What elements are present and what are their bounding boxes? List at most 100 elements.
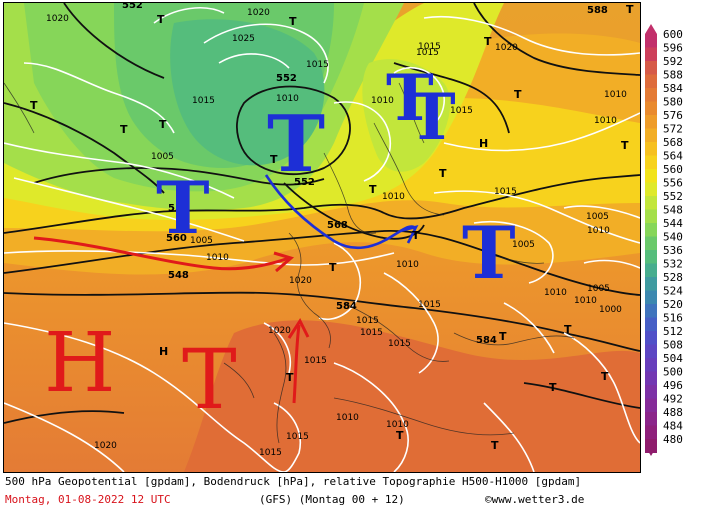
low-marker: T — [601, 370, 609, 383]
legend-label: 496 — [663, 379, 683, 392]
legend-label: 576 — [663, 109, 683, 122]
pressure-label: 1020 — [46, 14, 69, 24]
legend-label: 520 — [663, 298, 683, 311]
geo-label: 552 — [168, 203, 189, 214]
annotation-low-atlantic: T — [156, 165, 210, 250]
coastlines — [4, 82, 575, 444]
low-marker: T — [159, 118, 167, 131]
legend-label: 504 — [663, 352, 683, 365]
annotation-low-east-europe: T — [462, 210, 516, 295]
legend-label: 484 — [663, 420, 683, 433]
pressure-label: 1020 — [94, 441, 117, 451]
pressure-label: 1010 — [587, 226, 610, 236]
legend-swatch — [645, 263, 657, 278]
legend-swatch — [645, 344, 657, 359]
legend-swatch — [645, 128, 657, 143]
geopotential-labels: 552 552 552 568 584 584 588 552 560 548 — [122, 3, 608, 346]
low-marker: T — [514, 88, 522, 101]
legend-label: 580 — [663, 96, 683, 109]
pressure-label: 1010 — [382, 192, 405, 202]
legend-label: 564 — [663, 150, 683, 163]
legend-label: 512 — [663, 325, 683, 338]
pressure-label: 1015 — [192, 96, 215, 106]
low-marker: T — [289, 15, 297, 28]
pressure-labels: 1020 1020 1025 1015 1015 1015 1010 1010 … — [46, 8, 627, 458]
legend-label: 492 — [663, 393, 683, 406]
legend-swatch — [645, 155, 657, 170]
legend-label: 544 — [663, 217, 683, 230]
legend-swatch — [645, 304, 657, 318]
pressure-label: 1015 — [286, 432, 309, 442]
legend-swatch — [645, 209, 657, 224]
pressure-label: 1015 — [416, 48, 439, 58]
caption-copyright: ©www.wetter3.de — [485, 493, 585, 506]
pressure-label: 1005 — [586, 212, 609, 222]
legend-swatch — [645, 47, 657, 62]
legend-swatch — [645, 115, 657, 129]
pressure-label: 1015 — [418, 42, 441, 52]
low-marker: T — [120, 123, 128, 136]
legend-swatch — [645, 250, 657, 264]
legend-swatch — [645, 331, 657, 345]
zone-east-green — [362, 59, 451, 172]
legend-swatch — [645, 398, 657, 413]
pressure-label: 1000 — [599, 305, 622, 315]
low-marker: T — [270, 153, 278, 166]
pressure-label: 1010 — [336, 413, 359, 423]
low-marker: T — [491, 439, 499, 452]
pressure-label: 1015 — [388, 339, 411, 349]
pressure-label: 1020 — [247, 8, 270, 18]
pressure-label: 1020 — [268, 326, 291, 336]
high-markers: H H — [159, 137, 488, 358]
legend-label: 600 — [663, 28, 683, 41]
pressure-label: 1025 — [232, 34, 255, 44]
zone-532 — [170, 19, 325, 166]
geo-label: 548 — [168, 270, 189, 281]
legend-label: 540 — [663, 231, 683, 244]
caption-info-row: Montag, 01-08-2022 12 UTC (GFS) (Montag … — [5, 493, 637, 506]
legend-swatch — [645, 196, 657, 210]
pressure-label: 1010 — [574, 296, 597, 306]
geo-label: 584 — [476, 335, 497, 346]
pressure-label: 1015 — [494, 187, 517, 197]
geopotential-contours — [4, 3, 640, 424]
red-arrow-north — [292, 324, 301, 404]
low-marker: T — [564, 323, 572, 336]
caption-date: Montag, 01-08-2022 12 UTC — [5, 493, 171, 506]
pressure-label: 1005 — [190, 236, 213, 246]
low-marker: T — [439, 167, 447, 180]
legend-label: 568 — [663, 136, 683, 149]
annotation-letters: T T T T T H T — [44, 61, 516, 428]
legend-label: 516 — [663, 312, 683, 325]
geo-label: 588 — [587, 5, 608, 16]
legend-swatch — [645, 317, 657, 332]
annotation-low-scandinavia-west: T — [386, 61, 434, 136]
color-scale-legend: 6005965925885845805765725685645605565525… — [645, 24, 683, 456]
legend-label: 528 — [663, 271, 683, 284]
low-markers: T T T T T T T T T T T T T T T T T T T T … — [30, 3, 634, 452]
map-caption: 500 hPa Geopotential [gpdam], Bodendruck… — [3, 474, 639, 510]
pressure-label: 1005 — [512, 240, 535, 250]
pressure-label: 1010 — [276, 94, 299, 104]
pressure-label: 1015 — [418, 300, 441, 310]
annotation-low-scandinavia-east: T — [408, 80, 456, 155]
low-marker: T — [157, 13, 165, 26]
low-marker: T — [286, 371, 294, 384]
legend-swatch — [645, 425, 657, 440]
geo-label: 552 — [276, 73, 297, 84]
legend-labels: 6005965925885845805765725685645605565525… — [663, 28, 683, 446]
pressure-label: 1015 — [356, 316, 379, 326]
legend-top-arrow — [645, 24, 657, 34]
legend-label: 488 — [663, 406, 683, 419]
legend-swatch — [645, 88, 657, 102]
legend-label: 524 — [663, 285, 683, 298]
legend-swatch — [645, 236, 657, 251]
low-marker: T — [30, 99, 38, 112]
low-marker: T — [626, 3, 634, 16]
legend-swatch — [645, 74, 657, 89]
high-marker: H — [479, 137, 488, 150]
legend-swatches — [645, 34, 657, 453]
pressure-label: 1015 — [304, 356, 327, 366]
legend-label: 508 — [663, 339, 683, 352]
pressure-label: 1010 — [604, 90, 627, 100]
